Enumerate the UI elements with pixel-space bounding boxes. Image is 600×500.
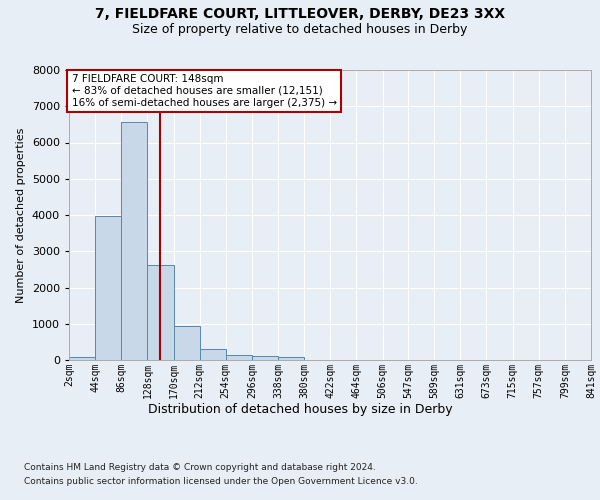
- Text: Contains public sector information licensed under the Open Government Licence v3: Contains public sector information licen…: [24, 478, 418, 486]
- Text: 7 FIELDFARE COURT: 148sqm
← 83% of detached houses are smaller (12,151)
16% of s: 7 FIELDFARE COURT: 148sqm ← 83% of detac…: [71, 74, 337, 108]
- Bar: [95, 216, 121, 360]
- Bar: [148, 265, 173, 360]
- Y-axis label: Number of detached properties: Number of detached properties: [16, 128, 26, 302]
- Bar: [252, 356, 278, 360]
- Text: Size of property relative to detached houses in Derby: Size of property relative to detached ho…: [133, 22, 467, 36]
- Text: Contains HM Land Registry data © Crown copyright and database right 2024.: Contains HM Land Registry data © Crown c…: [24, 462, 376, 471]
- Bar: [200, 349, 226, 360]
- Bar: [69, 358, 95, 360]
- Bar: [121, 122, 148, 360]
- Text: Distribution of detached houses by size in Derby: Distribution of detached houses by size …: [148, 402, 452, 415]
- Text: 7, FIELDFARE COURT, LITTLEOVER, DERBY, DE23 3XX: 7, FIELDFARE COURT, LITTLEOVER, DERBY, D…: [95, 8, 505, 22]
- Bar: [226, 356, 252, 360]
- Bar: [173, 326, 200, 360]
- Bar: [278, 356, 304, 360]
